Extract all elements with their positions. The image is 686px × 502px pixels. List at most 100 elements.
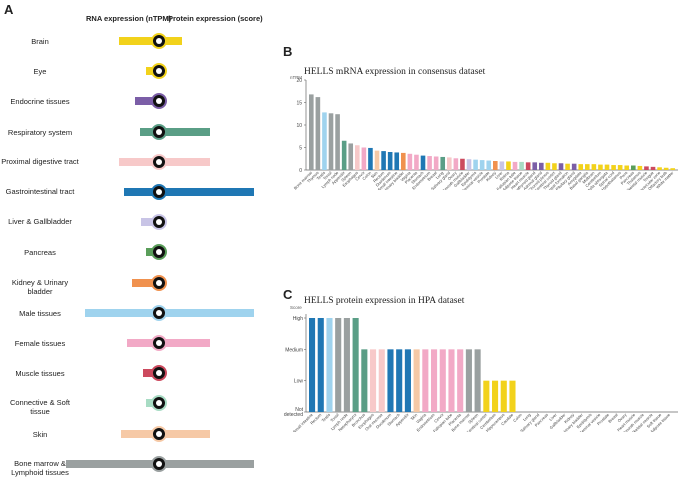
mrna-bar-cervix <box>361 147 367 170</box>
panel-c-label: C <box>283 287 293 302</box>
protein-bar-nasopharynx <box>352 318 359 412</box>
organ-glyph <box>156 340 162 346</box>
rna-bar-endocrine-tissues <box>134 97 159 106</box>
mrna-bar-colon <box>368 147 373 170</box>
y-tick-label: 5 <box>299 146 302 152</box>
tissue-label-pancreas: Pancreas <box>24 248 56 258</box>
mrna-bar-lung <box>440 156 446 170</box>
organ-glyph <box>156 98 162 105</box>
mrna-bar-parathyroid-gland <box>532 162 538 170</box>
rna-bar-skin <box>121 429 159 438</box>
organ-icon-respiratory-system <box>151 123 167 140</box>
organ-glyph <box>156 430 162 437</box>
y-tick-label: 10 <box>296 123 302 129</box>
y-axis-unit-label: nTPM <box>290 75 302 80</box>
protein-bar-rectum <box>317 318 324 412</box>
mrna-bar-spleen <box>348 143 354 170</box>
protein-bar-hippocampus <box>500 380 507 412</box>
x-tick-label: Liver <box>494 170 504 180</box>
organ-icon-skin <box>151 425 167 442</box>
rna-bar-male-tissues <box>84 308 159 317</box>
protein-bar-oral-mucosa <box>378 349 385 412</box>
x-tick-label: Lung <box>435 170 445 180</box>
mrna-bar-pons <box>624 165 630 170</box>
x-tick-label: Skin <box>409 412 418 421</box>
mrna-bar-choroid-plexus <box>545 162 551 170</box>
protein-bar-fallopian-tube <box>448 349 455 412</box>
x-tick-label: Skin <box>370 170 379 179</box>
tissue-label-connective-soft-tissue: Connective & Soft tissue <box>9 398 71 417</box>
protein-chart-title: HELLS protein expression in HPA dataset <box>304 296 465 306</box>
mrna-bar-urinary-bladder <box>401 152 406 170</box>
mrna-bar-pancreas <box>631 165 636 170</box>
x-tick-label: Cervix <box>354 170 366 182</box>
x-tick-label: Pons <box>618 170 628 180</box>
tissue-label-respiratory-system: Respiratory system <box>7 127 73 137</box>
mrna-bar-cerebellum <box>598 164 603 170</box>
protein-bar-small-intestine <box>309 318 316 412</box>
organ-icon-brain <box>151 33 167 49</box>
rna-bar-kidney-urinary-bladder <box>132 278 159 287</box>
organ-icon-male-tissues <box>151 304 167 321</box>
mrna-bar-hippocampal-formation <box>565 163 570 170</box>
panel-b-label: B <box>283 44 293 59</box>
y-tick-label: 15 <box>296 101 302 107</box>
protein-bar-esophagus <box>370 349 377 412</box>
mrna-bar-adipose-tissue <box>519 161 524 170</box>
mrna-bar-breast <box>433 156 439 170</box>
protein-bar-male-tissues <box>159 308 254 317</box>
mrna-bar-small-intestine <box>394 152 400 170</box>
protein-bar-female-tissues <box>159 339 211 347</box>
rna-expression-header: RNA expression (nTPM) <box>86 14 172 23</box>
organ-icon-muscle-tissues <box>151 365 167 382</box>
mrna-bar-testis <box>322 112 327 170</box>
mrna-bar-bone-marrow <box>309 94 314 170</box>
x-tick-label: Colon <box>512 412 523 423</box>
tissue-label-kidney-urinary-bladder: Kidney & Urinary bladder <box>11 277 69 296</box>
mrna-bar-tongue <box>650 166 656 170</box>
tissue-label-female-tissues: Female tissues <box>14 339 66 348</box>
rna-bar-proximal-digestive-tract <box>118 157 159 166</box>
mrna-bar-seminal-vesicle <box>479 160 485 170</box>
rna-bar-gastrointestinal-tract <box>123 188 159 196</box>
organ-glyph <box>156 279 162 286</box>
mrna-bar-liver <box>499 161 505 170</box>
protein-bar-brain <box>159 37 182 45</box>
y-axis-unit-label: Score <box>290 305 302 310</box>
mrna-bar-salivary-gland <box>447 157 452 170</box>
y-level-label: Medium <box>285 347 303 353</box>
mrna-bar-midbrain <box>591 164 597 170</box>
mrna-bar-pituitary-gland <box>571 163 577 170</box>
mrna-bar-smooth-muscle <box>460 158 465 170</box>
tissue-label-muscle-tissues: Muscle tissues <box>15 369 65 379</box>
protein-bar-vagina <box>422 349 429 412</box>
mrna-bar-thalamus <box>637 165 643 170</box>
organ-icon-connective-soft-tissue <box>151 395 167 412</box>
protein-bar-spleen <box>474 349 481 412</box>
tissue-label-eye: Eye <box>33 67 47 77</box>
organ-glyph <box>156 309 162 316</box>
mrna-bar-appendix <box>341 140 347 170</box>
protein-bar-tonsil <box>335 318 342 412</box>
mrna-bar-olfactory-bulb <box>663 167 669 170</box>
organ-glyph <box>156 128 162 135</box>
organ-icon-kidney-urinary-bladder <box>151 274 167 291</box>
tissue-label-male-tissues: Male tissues <box>19 308 61 318</box>
organ-icon-gastrointestinal-tract <box>151 184 167 200</box>
mrna-bar-gallbladder <box>466 159 472 170</box>
x-tick-label: Liver <box>548 412 558 422</box>
x-tick-label: Testis <box>315 170 326 181</box>
protein-bar-bronchus <box>361 349 368 412</box>
x-tick-label: Tonsil <box>329 412 340 423</box>
protein-bar-testis <box>326 318 333 412</box>
mrna-bar-basal-ganglia <box>585 164 590 170</box>
organ-icon-pancreas <box>151 244 167 261</box>
protein-bar-gastrointestinal-tract <box>159 188 254 196</box>
protein-bar-cervix <box>439 349 446 412</box>
mrna-bar-heart-muscle <box>525 162 531 170</box>
mrna-bar-amygdala <box>578 164 584 170</box>
protein-bar-respiratory-system <box>159 127 211 136</box>
organ-glyph <box>156 38 162 44</box>
